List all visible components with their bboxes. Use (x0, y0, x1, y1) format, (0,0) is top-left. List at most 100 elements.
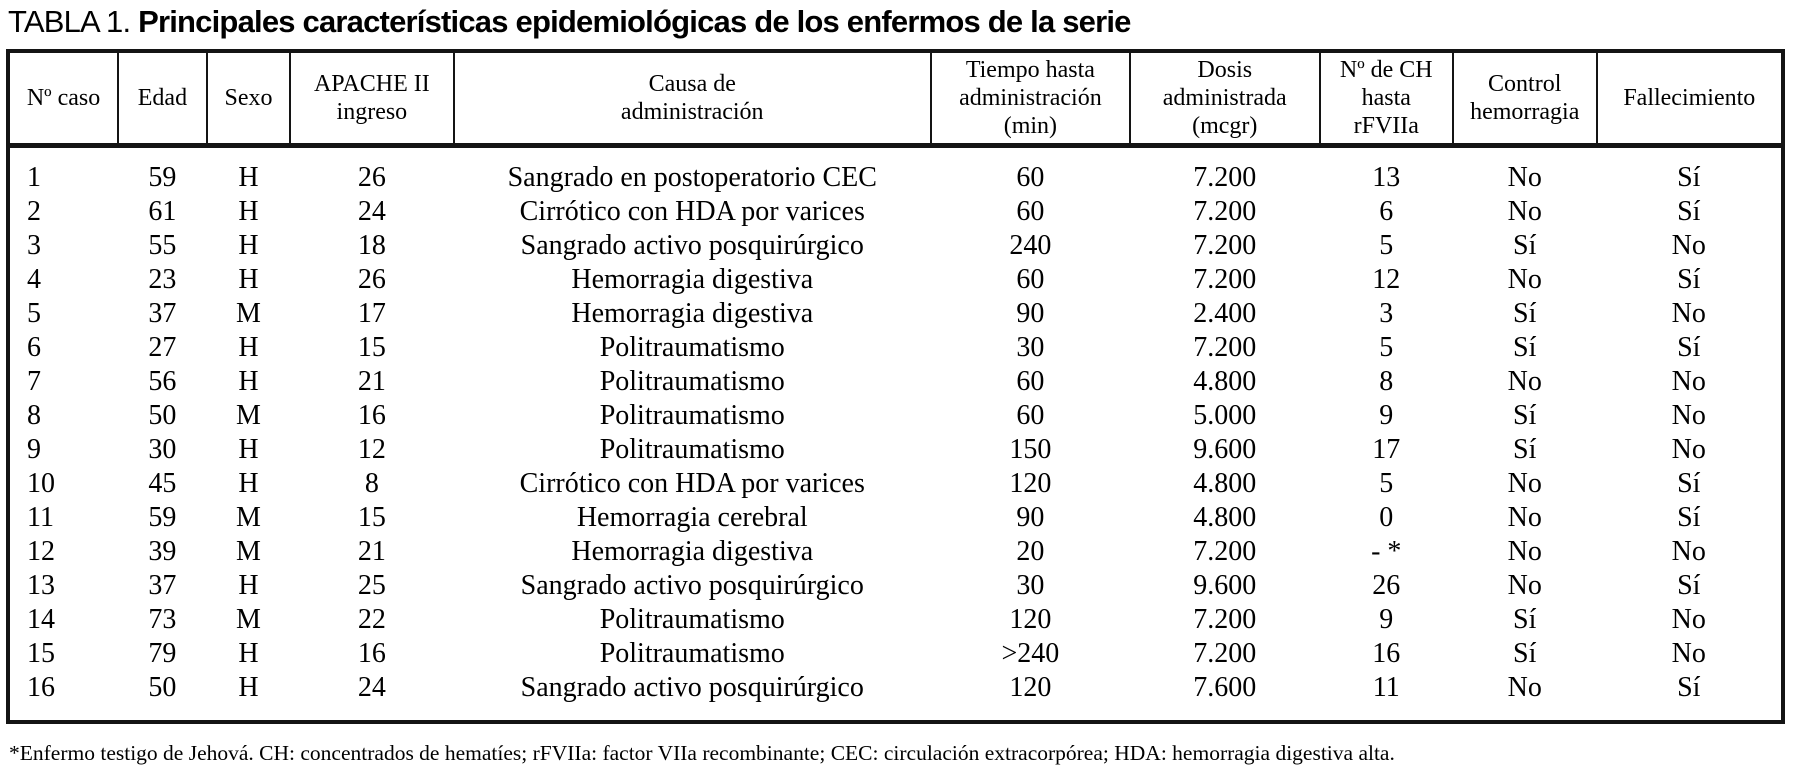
table-cell: Politraumatismo (599, 400, 785, 431)
table-cell: 61 (148, 196, 177, 227)
table-title-label: TABLA 1. (8, 4, 131, 39)
table-cell: 9 (1379, 400, 1394, 431)
table-cell: 2 (27, 196, 41, 227)
table-cell: M (236, 298, 261, 329)
table-cell: 12 (27, 536, 55, 567)
table-cell: 2.400 (1193, 298, 1257, 329)
table-cell: 50 (148, 400, 177, 431)
column-header: Control hemorragia (1452, 51, 1598, 148)
table-cell: No (1671, 434, 1706, 465)
table-cell: 21 (357, 536, 386, 567)
table-cell: No (1671, 604, 1706, 635)
table-cell: Hemorragia digestiva (571, 298, 814, 329)
table-title-text: Principales características epidemiológi… (138, 4, 1131, 39)
table-cell: 7.200 (1193, 536, 1257, 567)
table-cell: 45 (148, 468, 177, 499)
table-cell: Sí (1513, 332, 1537, 363)
table-cell: 7.200 (1193, 332, 1257, 363)
table-cell: 79 (148, 638, 177, 669)
table-cell: 59 (148, 162, 177, 193)
table-cell: Sí (1513, 434, 1537, 465)
table-row: 5 37 M 17 Hemorragia digestiva 90 2.400 3 Sí No (8, 297, 1783, 331)
table-row: 11 59 M 15 Hemorragia cerebral 90 4.800 0 No Sí (8, 501, 1783, 535)
table-row: 12 39 M 21 Hemorragia digestiva 20 7.200 - * No N… (8, 535, 1783, 569)
table-row: 3 55 H 18 Sangrado activo posquirúrgico 240 7.… (8, 229, 1783, 263)
table-cell: No (1671, 366, 1706, 397)
table-cell: Politraumatismo (599, 638, 785, 669)
table-cell: Sí (1677, 570, 1701, 601)
table-cell: M (236, 604, 261, 635)
table-cell: No (1671, 400, 1706, 431)
table-cell: Sí (1513, 230, 1537, 261)
table-cell: Politraumatismo (599, 366, 785, 397)
table-cell: Politraumatismo (599, 604, 785, 635)
table-cell: - * (1371, 536, 1402, 567)
table-cell: No (1507, 162, 1542, 193)
table-cell: H (238, 672, 259, 703)
table-cell: No (1507, 196, 1542, 227)
table-cell: 9 (27, 434, 41, 465)
table-cell: 30 (1016, 332, 1045, 363)
header-row: Nº caso Edad Sexo APACHE II ingreso Causa de… (8, 51, 1783, 148)
table-cell: 120 (1009, 468, 1052, 499)
table-cell: 18 (357, 230, 386, 261)
table-cell: 30 (1016, 570, 1045, 601)
table-cell: 7.200 (1193, 604, 1257, 635)
table-cell: 16 (27, 672, 55, 703)
table-cell: 30 (148, 434, 177, 465)
table-cell: 17 (1372, 434, 1401, 465)
table-cell: No (1507, 264, 1542, 295)
column-header: Sexo (206, 51, 292, 148)
table-row: 8 50 M 16 Politraumatismo 60 5.000 9 Sí No (8, 399, 1783, 433)
table-cell: Sí (1677, 264, 1701, 295)
table-row: 10 45 H 8 Cirrótico con HDA por varices 120 4.… (8, 467, 1783, 501)
table-cell: Sí (1513, 638, 1537, 669)
table-cell: Politraumatismo (599, 332, 785, 363)
table-cell: 10 (27, 468, 55, 499)
table-cell: Sangrado en postoperatorio CEC (507, 162, 877, 193)
column-header: Nº de CH hasta rFVIIa (1319, 51, 1454, 148)
table-cell: 0 (1379, 502, 1394, 533)
table-cell: 90 (1016, 502, 1045, 533)
table-cell: 26 (357, 162, 386, 193)
table-cell: 60 (1016, 264, 1045, 295)
table-cell: Sí (1513, 400, 1537, 431)
table-cell: 7.200 (1193, 196, 1257, 227)
table-cell: 4.800 (1193, 468, 1257, 499)
table-cell: 16 (357, 400, 386, 431)
table-cell: 23 (148, 264, 177, 295)
table-cell: 37 (148, 298, 177, 329)
column-header: Fallecimiento (1596, 51, 1783, 148)
table-cell: Hemorragia digestiva (571, 536, 814, 567)
table-cell: Cirrótico con HDA por varices (519, 196, 865, 227)
table-cell: 37 (148, 570, 177, 601)
table-body: 1 5 9 H 26 Sangrado en postoperatorio CEC 60 7.… (8, 146, 1783, 723)
table-cell: Sí (1677, 672, 1701, 703)
table-cell: 120 (1009, 604, 1052, 635)
table-cell: 39 (148, 536, 177, 567)
table-cell: 8 (1379, 366, 1394, 397)
table-cell: 7.200 (1193, 230, 1257, 261)
table-cell: M (236, 536, 261, 567)
table-cell: 60 (1016, 366, 1045, 397)
table-cell: 15 (357, 332, 386, 363)
table-cell: 24 (357, 672, 386, 703)
table-cell: 60 (1016, 162, 1045, 193)
table-cell: 5 (1379, 230, 1394, 261)
column-header: Edad (118, 51, 208, 148)
table-cell: No (1671, 230, 1706, 261)
table-cell: 13 (27, 570, 55, 601)
column-header: Dosis administrada (mcgr) (1129, 51, 1321, 148)
table-cell: 50 (148, 672, 177, 703)
column-header: APACHE II ingreso (290, 51, 455, 148)
table-cell: 20 (1016, 536, 1045, 567)
epidemiology-table: Nº caso Edad Sexo APACHE II ingreso Causa de… (6, 49, 1785, 724)
table-row: 1 59 H 26 Sangrado en postoperatorio CEC 60 7.… (8, 146, 1783, 196)
column-header: Causa de administración (453, 51, 932, 148)
table-cell: 150 (1009, 434, 1052, 465)
column-header: Tiempo hasta administración (min) (930, 51, 1131, 148)
table-cell: H (238, 570, 259, 601)
table-cell: Sí (1513, 298, 1537, 329)
table-title: TABLA 1. Principales características epi… (8, 4, 1787, 40)
